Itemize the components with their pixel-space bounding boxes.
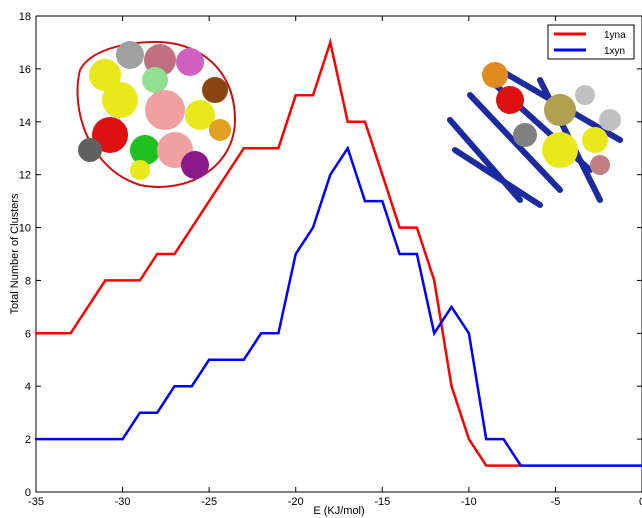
data-point-1yna [502,464,505,467]
data-point-1xyn [381,199,384,203]
y-tick-label: 2 [25,434,31,446]
data-point-1xyn [450,305,453,309]
data-point-1yna [311,94,315,97]
data-point-1xyn [484,437,488,441]
data-point-1yna [346,120,349,123]
y-tick-label: 18 [19,11,31,23]
x-tick-label: -15 [374,496,390,508]
data-point-1xyn [156,411,159,414]
data-point-1xyn [294,252,297,256]
x-axis-label: E (KJ/mol) [313,505,364,517]
y-tick-label: 14 [19,117,31,129]
data-point-1xyn [346,147,349,150]
data-point-1yna [450,385,453,388]
x-tick-label: 0 [639,496,642,508]
data-point-1xyn [363,199,367,203]
series-line-1yna [36,37,521,467]
protein-structure-1yna-image [76,40,237,188]
y-tick-label: 12 [19,170,31,182]
data-point-1yna [381,173,384,176]
x-tick-label: -35 [28,496,44,508]
data-point-1yna [242,147,245,150]
data-point-1xyn [329,173,332,176]
series-lines [34,37,642,467]
data-point-1xyn [415,252,419,256]
axis-ticks: -35 -30 -25 -20 -15 -10 -5 0 0 2 4 6 8 10 12 14 16 18 [19,11,642,508]
data-point-1xyn [121,437,124,441]
data-point-1yna [398,226,401,229]
data-point-1xyn [34,437,38,441]
data-point-1xyn [277,332,280,335]
x-tick-label: -25 [201,496,217,508]
data-point-1xyn [138,411,142,414]
data-point-1yna [433,279,436,282]
data-point-1xyn [242,358,245,361]
protein-structure-1xyn-image [447,62,623,208]
data-point-1yna [173,252,176,256]
x-tick-label: -5 [551,496,561,508]
data-point-1yna [294,94,297,97]
data-point-1yna [415,226,419,229]
y-tick-label: 6 [25,328,31,340]
data-point-1yna [138,279,142,282]
legend-label-1yna: 1yna [604,30,626,41]
data-point-1yna [484,464,488,467]
data-point-1yna [156,252,159,256]
data-point-1xyn [311,226,315,229]
data-point-1yna [277,147,280,150]
data-point-1xyn [173,385,176,388]
data-point-1yna [467,437,471,441]
x-tick-label: -30 [115,496,131,508]
data-point-1xyn [259,332,263,335]
data-point-1yna [104,279,107,282]
data-point-1yna [34,332,38,335]
data-point-1xyn [467,332,471,335]
y-tick-label: 10 [19,223,31,235]
y-tick-label: 16 [19,64,31,76]
data-point-1xyn [519,464,522,467]
data-point-1xyn [207,358,211,361]
y-tick-label: 4 [25,381,31,393]
x-tick-label: -20 [288,496,304,508]
y-tick-label: 0 [25,487,31,499]
legend-box [547,24,635,60]
x-tick-label: -10 [461,496,477,508]
legend: 1yna 1xyn [547,24,635,60]
data-point-1yna [329,41,332,44]
y-tick-label: 8 [25,275,31,287]
data-point-1xyn [502,437,505,441]
legend-label-1xyn: 1xyn [604,46,625,57]
data-point-1xyn [433,332,436,335]
data-point-1yna [363,120,367,123]
y-axis-label: Total Number of Clusters [9,193,21,315]
data-point-1xyn [398,252,401,256]
data-point-1yna [69,332,72,335]
data-point-1xyn [190,385,194,388]
